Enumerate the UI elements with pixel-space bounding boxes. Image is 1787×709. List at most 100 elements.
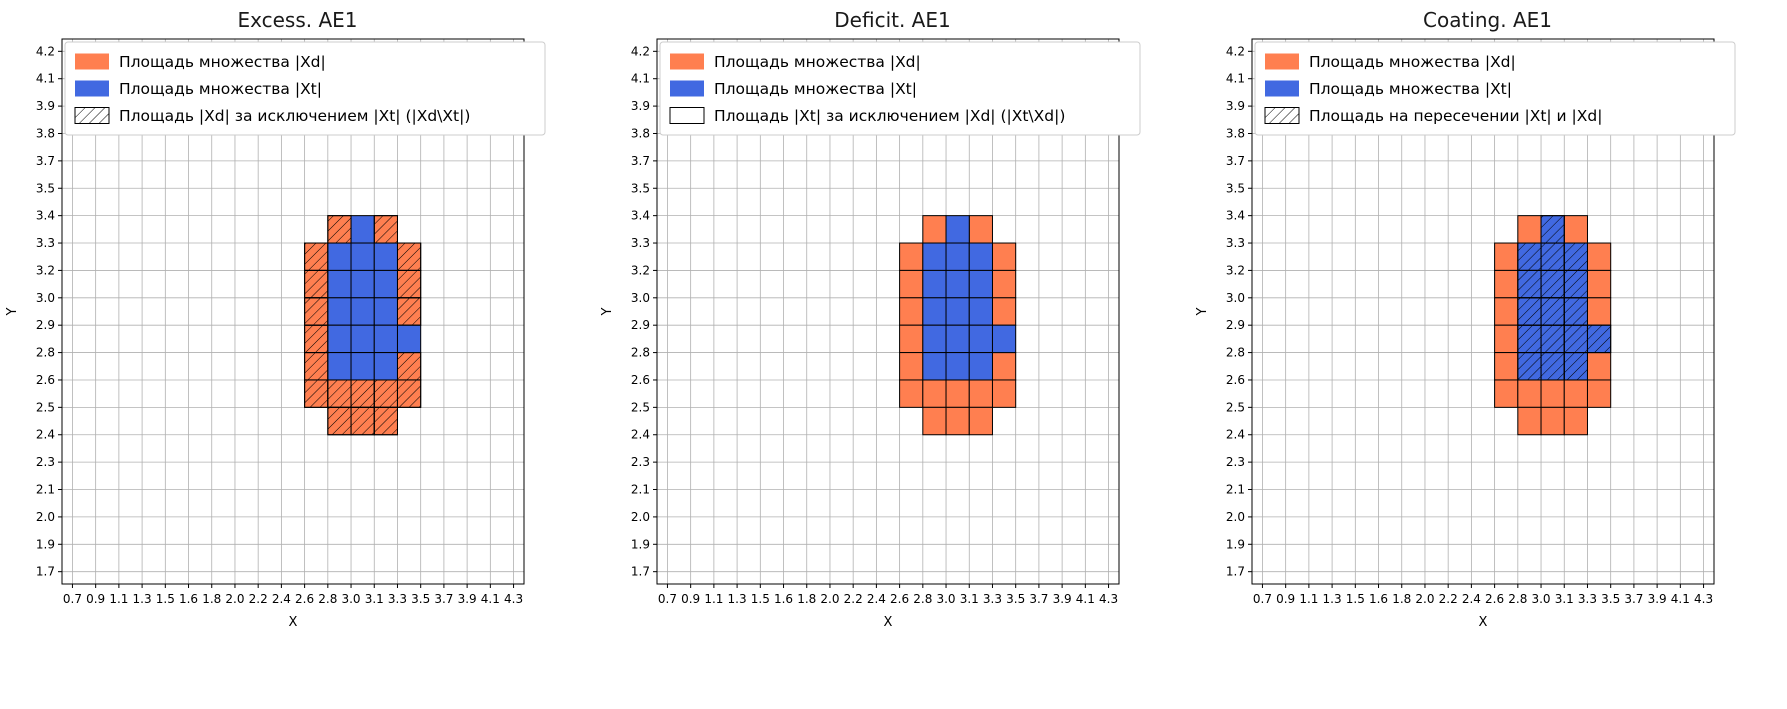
y-tick-label: 2.9 <box>631 318 650 332</box>
x-axis-label: X <box>884 615 893 630</box>
cell-xd <box>968 406 993 436</box>
x-tick-label: 1.5 <box>1346 592 1365 606</box>
y-tick-label: 3.2 <box>1226 263 1245 277</box>
cell-xd <box>968 379 993 408</box>
x-tick-label: 1.5 <box>156 592 175 606</box>
y-axis-label: Y <box>1195 307 1210 316</box>
x-tick-label: 4.3 <box>504 592 523 606</box>
cell-xt <box>945 324 970 354</box>
cell-xd <box>1540 379 1565 408</box>
x-tick-label: 1.3 <box>728 592 747 606</box>
cell-hatch-overlay <box>1563 297 1588 326</box>
cell-xd <box>945 406 970 436</box>
cell-xt <box>945 297 970 326</box>
x-tick-label: 2.0 <box>1415 592 1434 606</box>
legend: Площадь множества |Xd| Площадь множества … <box>1254 41 1736 136</box>
x-tick-label: 2.8 <box>1508 592 1527 606</box>
y-tick-label: 4.2 <box>631 44 650 58</box>
y-tick-label: 2.8 <box>631 346 650 360</box>
cell-xt <box>373 352 398 381</box>
y-tick-label: 3.7 <box>631 154 650 168</box>
y-tick-label: 2.4 <box>36 428 55 442</box>
y-tick-label: 4.1 <box>1226 72 1245 86</box>
legend-label: Площадь множества |Xt| <box>119 80 322 98</box>
y-tick-label: 3.3 <box>36 236 55 250</box>
cell-hatch-overlay <box>304 242 329 271</box>
cell-xd <box>991 297 1017 326</box>
cell-xt <box>350 242 375 271</box>
cell-hatch-overlay <box>1563 352 1588 381</box>
x-tick-label: 2.6 <box>890 592 909 606</box>
cell-xd <box>1586 352 1612 381</box>
y-tick-label: 3.4 <box>631 209 650 223</box>
y-tick-label: 2.5 <box>1226 400 1245 414</box>
y-tick-label: 3.7 <box>36 154 55 168</box>
cell-xt <box>968 242 993 271</box>
y-tick-label: 1.7 <box>631 565 650 579</box>
x-tick-label: 3.7 <box>1029 592 1048 606</box>
cell-xd <box>1494 242 1519 271</box>
cell-hatch-overlay <box>304 352 329 381</box>
cell-xt <box>968 269 993 299</box>
x-tick-label: 2.2 <box>249 592 268 606</box>
legend-label: Площадь множества |Xt| <box>714 80 917 98</box>
cell-xt <box>350 215 375 244</box>
cell-xd <box>899 352 924 381</box>
cell-xd <box>991 269 1017 299</box>
y-tick-label: 1.9 <box>36 537 55 551</box>
cell-xd <box>1494 297 1519 326</box>
cell-xt <box>922 269 947 299</box>
y-tick-label: 2.6 <box>36 373 55 387</box>
cell-xd <box>1586 379 1612 408</box>
cell-hatch-overlay <box>1563 242 1588 271</box>
excess-chart-canvas: 0.7 0.9 1.1 1.3 1.5 1.6 1.8 2.0 2.2 2.4 2.6 2.8 3.0 3… <box>5 38 546 630</box>
x-tick-label: 3.7 <box>1624 592 1643 606</box>
y-tick-label: 1.9 <box>631 537 650 551</box>
x-tick-label: 3.3 <box>1578 592 1597 606</box>
cell-xd <box>1563 406 1588 436</box>
panel-coating: Coating. AE1 0.7 0.9 1.1 1.3 1.5 1.6 1.8 2.0 2.2… <box>1190 6 1785 709</box>
x-tick-label: 3.0 <box>341 592 360 606</box>
cell-xd <box>922 215 947 244</box>
x-tick-label: 1.6 <box>774 592 793 606</box>
x-tick-label: 1.1 <box>109 592 128 606</box>
y-tick-label: 3.3 <box>1226 236 1245 250</box>
cell-hatch-overlay <box>327 215 352 244</box>
y-tick-label: 4.2 <box>1226 44 1245 58</box>
cell-hatch-overlay <box>1563 269 1588 299</box>
y-tick-label: 2.5 <box>36 400 55 414</box>
cell-hatch-overlay <box>304 297 329 326</box>
cell-xd <box>1494 352 1519 381</box>
cell-xd <box>968 215 993 244</box>
panel-excess: Excess. AE1 0.7 0.9 1.1 1.3 1.5 1.6 1.8 2.0 2.2 2… <box>0 6 595 709</box>
x-tick-label: 1.6 <box>179 592 198 606</box>
cell-hatch-overlay <box>350 379 375 408</box>
y-tick-label: 2.0 <box>1226 510 1245 524</box>
y-tick-label: 2.9 <box>36 318 55 332</box>
y-tick-label: 2.3 <box>36 455 55 469</box>
y-tick-label: 4.1 <box>631 72 650 86</box>
cell-hatch-overlay <box>1540 297 1565 326</box>
cell-hatch-overlay <box>1517 352 1542 381</box>
x-tick-label: 1.6 <box>1369 592 1388 606</box>
x-tick-label: 1.3 <box>133 592 152 606</box>
cell-hatch-overlay <box>304 379 329 408</box>
cell-xd <box>1586 297 1612 326</box>
x-tick-label: 2.8 <box>318 592 337 606</box>
panel-title-coating: Coating. AE1 <box>1423 8 1552 32</box>
y-tick-label: 3.2 <box>631 263 650 277</box>
cell-xd <box>991 379 1017 408</box>
cell-xt <box>373 324 398 354</box>
legend-label: Площадь |Xt| за исключением |Xd| (|Xt\Xd… <box>714 107 1065 125</box>
cell-xd <box>991 352 1017 381</box>
x-axis-label: X <box>1479 615 1488 630</box>
y-axis-label: Y <box>600 307 615 316</box>
cell-hatch-overlay <box>1540 242 1565 271</box>
y-tick-label: 4.2 <box>36 44 55 58</box>
cell-xd <box>899 242 924 271</box>
y-tick-label: 2.6 <box>1226 373 1245 387</box>
cell-xd <box>991 242 1017 271</box>
y-tick-label: 3.8 <box>36 126 55 140</box>
legend-label: Площадь на пересечении |Xt| и |Xd| <box>1309 107 1602 125</box>
